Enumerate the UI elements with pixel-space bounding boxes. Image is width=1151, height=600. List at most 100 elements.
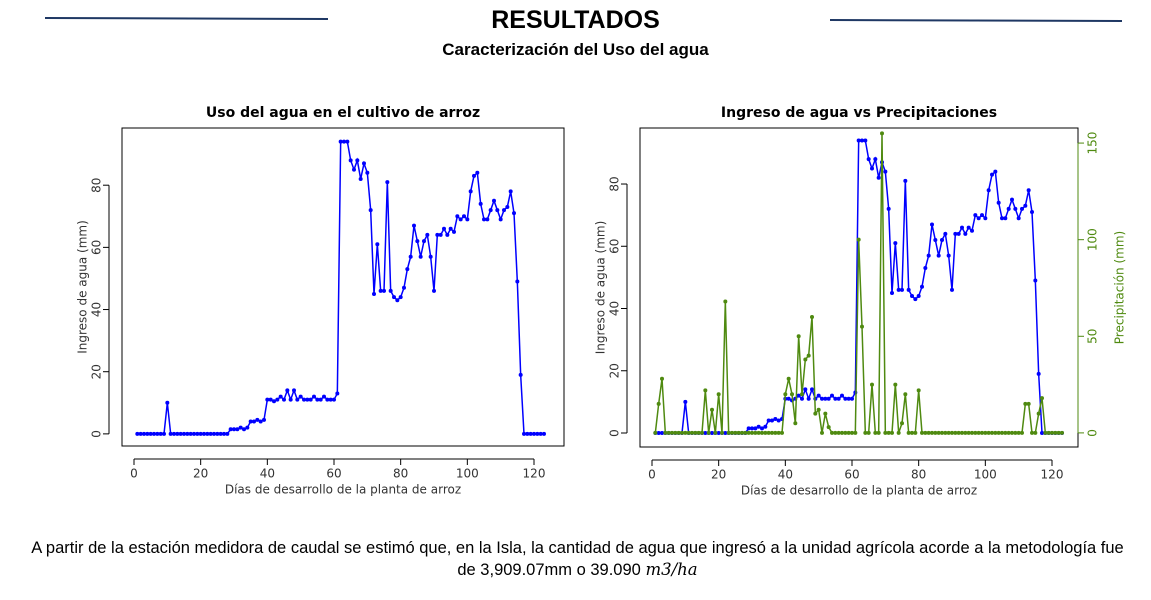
data-point (252, 419, 256, 424)
x-tick-label: 120 (523, 467, 546, 481)
data-point (435, 232, 440, 237)
data-point (168, 431, 173, 436)
data-point (756, 424, 761, 429)
data-point (753, 426, 758, 431)
data-point (455, 214, 460, 219)
x-tick-label: 20 (711, 468, 726, 482)
data-point (896, 430, 901, 435)
data-point (425, 232, 430, 237)
data-point (1036, 411, 1041, 416)
y-tick-label: 20 (608, 363, 622, 378)
data-point (1006, 206, 1011, 211)
data-point (990, 172, 994, 177)
data-point (820, 430, 824, 435)
data-point (880, 131, 884, 136)
x-tick-label: 100 (456, 467, 479, 481)
data-point (926, 430, 931, 435)
data-point (285, 388, 290, 393)
data-point (890, 290, 894, 295)
data-point (515, 279, 520, 284)
data-point (235, 427, 240, 432)
series-line (655, 139, 1062, 434)
data-point (402, 285, 406, 290)
data-point (933, 238, 938, 243)
data-point (288, 397, 293, 402)
data-point (923, 430, 928, 435)
data-point (405, 267, 410, 272)
data-point (863, 430, 868, 435)
data-point (272, 399, 276, 404)
data-point (245, 425, 250, 430)
data-point (963, 231, 968, 236)
data-point (836, 430, 841, 435)
data-point (733, 430, 738, 435)
data-point (145, 431, 150, 436)
data-point (1016, 430, 1021, 435)
data-point (830, 430, 834, 435)
data-point (873, 430, 878, 435)
data-point (953, 231, 958, 236)
data-point (826, 396, 831, 401)
data-point (776, 430, 781, 435)
chart-title: Uso del agua en el cultivo de arroz (206, 105, 480, 121)
data-point (663, 430, 668, 435)
y-axis-label: Ingreso de agua (mm) (594, 221, 608, 355)
data-point (980, 430, 984, 435)
data-point (836, 396, 841, 401)
x-tick-label: 120 (1041, 468, 1064, 482)
data-point (786, 376, 791, 381)
data-point (666, 430, 671, 435)
data-point (345, 139, 350, 144)
data-point (535, 431, 540, 436)
data-point (770, 430, 774, 435)
data-point (840, 393, 844, 398)
data-point (936, 253, 941, 258)
data-point (468, 189, 473, 194)
data-point (488, 208, 493, 213)
data-point (660, 430, 664, 435)
y-tick-label: 0 (90, 430, 104, 438)
data-point (656, 401, 661, 406)
data-point (910, 294, 914, 299)
data-point (656, 430, 661, 435)
data-point (275, 397, 280, 402)
data-point (696, 430, 701, 435)
data-point (940, 430, 944, 435)
data-point (1036, 371, 1041, 376)
data-point (522, 431, 526, 436)
data-point (362, 161, 366, 166)
footer-text: A partir de la estación medidora de caud… (20, 537, 1135, 581)
data-point (238, 425, 243, 430)
data-point (1060, 430, 1064, 435)
data-point (986, 188, 991, 193)
data-point (348, 158, 353, 163)
data-point (883, 169, 888, 174)
data-point (660, 376, 664, 381)
data-point (502, 208, 506, 213)
data-point (796, 393, 801, 398)
y-tick-label: 0 (608, 429, 622, 437)
data-point (746, 426, 751, 431)
data-point (913, 297, 918, 302)
data-point (278, 394, 283, 399)
data-point (445, 232, 450, 237)
data-point (970, 430, 974, 435)
data-point (856, 138, 861, 143)
data-point (730, 430, 734, 435)
data-point (375, 242, 380, 247)
data-point (726, 430, 731, 435)
data-point (743, 430, 748, 435)
data-point (138, 431, 143, 436)
x-tick-label: 80 (911, 468, 926, 482)
data-point (846, 396, 851, 401)
data-point (796, 334, 801, 339)
data-point (452, 229, 456, 234)
data-point (332, 397, 336, 402)
data-point (158, 431, 163, 436)
data-point (686, 430, 691, 435)
data-point (763, 430, 768, 435)
data-point (365, 170, 370, 175)
y-tick-label: 20 (90, 364, 104, 379)
data-point (790, 392, 794, 397)
data-point (1006, 430, 1011, 435)
